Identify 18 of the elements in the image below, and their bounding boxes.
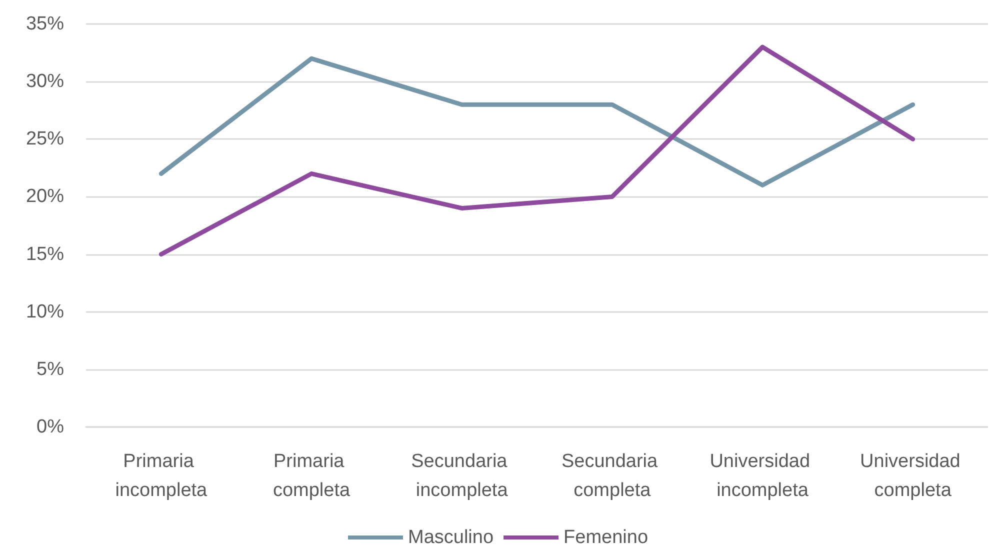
y-tick-label: 10%: [26, 301, 64, 322]
y-tick-label: 0%: [36, 416, 64, 438]
line-series: [158, 44, 916, 257]
x-tick-label: Secundaria incompleta: [411, 451, 513, 501]
y-tick-label: 30%: [26, 71, 64, 92]
x-tick-label: Secundaria completa: [561, 451, 663, 501]
legend-label: Femenino: [564, 527, 648, 548]
x-tick-label: Universidad incompleta: [710, 451, 816, 501]
y-tick-label: 5%: [36, 358, 64, 380]
x-tick-label: Primaria completa: [272, 451, 350, 501]
legend-label: Masculino: [408, 527, 494, 548]
y-tick-label: 20%: [26, 186, 64, 208]
y-tick-label: 35%: [26, 14, 64, 34]
line-series: [158, 56, 916, 188]
x-tick-label: Primaria incompleta: [115, 451, 208, 501]
x-tick-label: Universidad completa: [860, 451, 966, 501]
y-tick-label: 25%: [26, 128, 64, 150]
y-tick-label: 15%: [26, 244, 64, 265]
